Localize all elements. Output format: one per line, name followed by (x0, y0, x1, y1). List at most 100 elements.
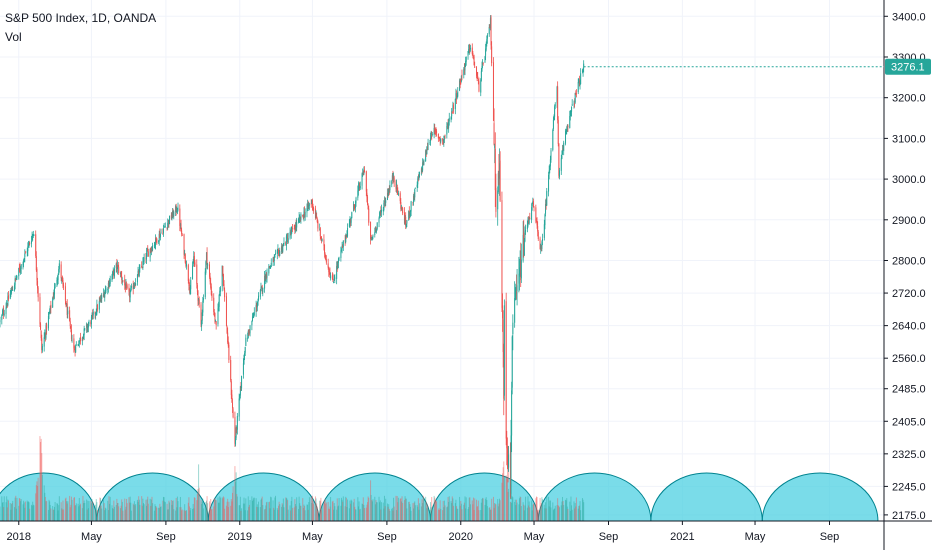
candle-body (33, 234, 35, 236)
candle-body (49, 311, 51, 314)
candle-body (282, 247, 284, 252)
volume-bar (402, 502, 404, 521)
candle-body (116, 265, 118, 270)
volume-bar (244, 503, 246, 521)
volume-bar (401, 496, 403, 521)
volume-bar (111, 505, 113, 521)
candle-body (393, 177, 395, 179)
volume-bar (81, 508, 83, 521)
candle-body (196, 285, 198, 292)
volume-bar (566, 498, 568, 521)
candle-body (6, 304, 8, 308)
candle-body (469, 47, 471, 50)
volume-bar (65, 497, 67, 521)
candle-body (460, 75, 462, 82)
candle-body (107, 283, 109, 288)
candle-body (190, 280, 192, 290)
volume-bar (61, 509, 63, 521)
volume-bar (580, 510, 582, 521)
volume-bar (255, 498, 257, 521)
volume-bar (350, 499, 352, 521)
volume-bar (119, 508, 121, 521)
volume-bar (347, 499, 349, 521)
volume-bar (357, 506, 359, 521)
volume-bar (438, 508, 440, 521)
volume-bar (486, 500, 488, 521)
volume-bar (468, 497, 470, 521)
candle-body (571, 106, 573, 112)
volume-bar (485, 498, 487, 521)
candle-body (227, 332, 229, 343)
volume-bar (525, 496, 527, 521)
volume-bar (257, 507, 259, 521)
x-tick-label: May (745, 531, 766, 543)
volume-bar (121, 499, 123, 521)
volume-bar (281, 503, 283, 521)
volume-bar (180, 507, 182, 521)
volume-bar (132, 503, 134, 521)
volume-bar (67, 501, 69, 521)
volume-bar (241, 508, 243, 521)
candle-body (159, 233, 161, 238)
candle-body (573, 103, 575, 105)
volume-bar (86, 499, 88, 521)
volume-bar (20, 501, 22, 521)
volume-bar (388, 504, 390, 521)
candle-body (541, 241, 543, 249)
volume-bar (208, 501, 210, 521)
volume-bar (519, 498, 521, 521)
candle-body (213, 297, 215, 312)
candle-body (14, 284, 16, 291)
candle-body (105, 288, 107, 292)
volume-bar (481, 498, 483, 521)
volume-bar (239, 505, 241, 521)
candle-body (299, 216, 301, 221)
candle-body (129, 292, 131, 298)
candle-body (461, 74, 463, 76)
volume-bar (109, 496, 111, 521)
candle-body (435, 129, 437, 132)
candle-body (139, 267, 141, 269)
volume-bar (357, 497, 359, 521)
volume-bar (293, 507, 295, 521)
volume-bar (351, 500, 353, 521)
candle-body (43, 337, 45, 347)
volume-bar (516, 502, 518, 521)
volume-bar (12, 500, 14, 521)
candle-body (20, 264, 22, 269)
volume-bar (266, 501, 268, 521)
candle-body (533, 206, 535, 208)
volume-bar (206, 496, 208, 521)
volume-bar (540, 502, 542, 521)
candle-body (213, 312, 215, 314)
volume-bar (96, 509, 98, 521)
candle-body (497, 173, 499, 192)
candle-body (108, 282, 110, 287)
candle-body (379, 212, 381, 214)
candle-body (278, 249, 280, 251)
candle-body (457, 91, 459, 97)
candle-body (30, 241, 32, 244)
candle-body (368, 208, 370, 223)
candle-body (197, 291, 199, 301)
candle-body (67, 310, 69, 315)
volume-bar (187, 502, 189, 521)
volume-bar (570, 496, 572, 521)
candle-body (150, 248, 152, 252)
volume-bar (341, 499, 343, 521)
candle-body (302, 214, 304, 216)
volume-bar (40, 441, 42, 521)
candle-body (175, 205, 177, 213)
candle-body (154, 243, 156, 246)
volume-bar (146, 499, 148, 521)
volume-bar (272, 500, 274, 521)
candle-body (382, 209, 384, 211)
volume-bar (172, 500, 174, 521)
volume-bar (460, 500, 462, 521)
volume-bar (302, 498, 304, 521)
volume-bar (268, 501, 270, 521)
candle-body (215, 320, 217, 322)
candle-body (100, 298, 102, 302)
candle-body (578, 80, 580, 83)
